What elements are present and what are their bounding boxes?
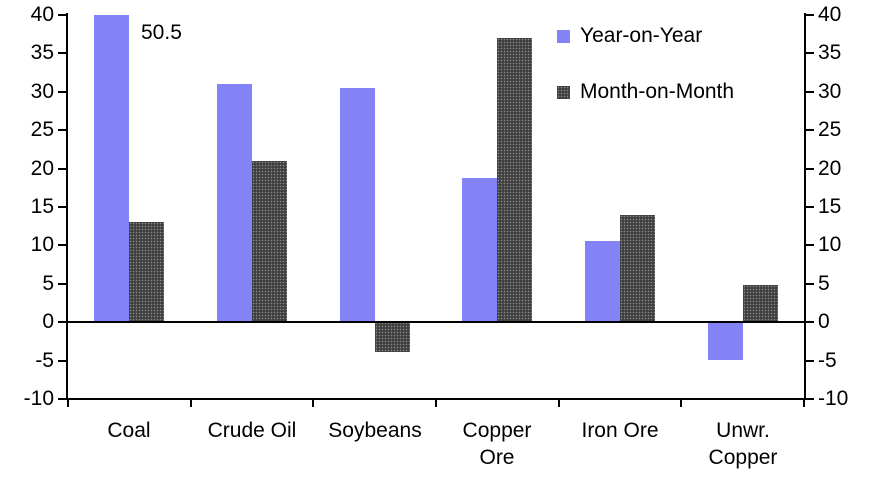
x-axis-tick <box>803 400 805 407</box>
y-axis-left-tick <box>58 168 66 170</box>
zero-line <box>68 321 804 323</box>
y-axis-right-tick <box>806 360 814 362</box>
y-axis-left-label: -10 <box>23 387 54 410</box>
legend-swatch-month-on-month-icon <box>557 85 570 99</box>
y-axis-right-tick <box>806 206 814 208</box>
y-axis-left-tick <box>58 206 66 208</box>
bar-month-on-month-4 <box>620 215 655 322</box>
legend-label-month-on-month: Month-on-Month <box>580 80 735 103</box>
y-axis-left-label: 15 <box>30 195 54 218</box>
bar-month-on-month-5 <box>743 285 778 322</box>
y-axis-right-label: 0 <box>818 310 830 333</box>
bar-month-on-month-1 <box>252 161 287 322</box>
bar-year-on-year-5 <box>708 322 743 360</box>
bar-year-on-year-1 <box>217 84 252 322</box>
y-axis-right-tick <box>806 283 814 285</box>
y-axis-right-label: 20 <box>818 157 842 180</box>
y-axis-left-tick <box>58 321 66 323</box>
x-axis <box>66 398 806 400</box>
y-axis-left-tick <box>58 360 66 362</box>
y-axis-left-tick <box>58 14 66 16</box>
y-axis-right-tick <box>806 91 814 93</box>
y-axis-right-label: 35 <box>818 41 842 64</box>
y-axis-left-tick <box>58 398 66 400</box>
x-axis-tick <box>67 400 69 407</box>
bar-year-on-year-4 <box>585 241 620 322</box>
category-label-5: Unwr. Copper <box>708 419 778 469</box>
bar-month-on-month-2 <box>375 322 410 352</box>
y-axis-right-label: 10 <box>818 233 842 256</box>
legend-item-month-on-month: Month-on-Month <box>557 80 734 104</box>
y-axis-left-label: 35 <box>30 41 54 64</box>
y-axis-left-tick <box>58 129 66 131</box>
clipped-bar-value-label: 50.5 <box>141 21 182 44</box>
y-axis-right-label: 15 <box>818 195 842 218</box>
y-axis-left-label: 5 <box>42 272 54 295</box>
y-axis-left-tick <box>58 91 66 93</box>
bar-year-on-year-0 <box>94 15 129 322</box>
y-axis-right-tick <box>806 244 814 246</box>
category-label-2: Soybeans <box>328 419 422 442</box>
y-axis-right-label: -10 <box>818 387 849 410</box>
y-axis-right-label: -5 <box>818 349 837 372</box>
y-axis-left-tick <box>58 244 66 246</box>
x-axis-tick <box>190 400 192 407</box>
y-axis-left-label: 25 <box>30 118 54 141</box>
bar-year-on-year-3 <box>462 178 497 322</box>
bar-year-on-year-2 <box>340 88 375 322</box>
y-axis-left <box>66 13 68 400</box>
x-axis-tick <box>680 400 682 407</box>
y-axis-right-tick <box>806 52 814 54</box>
x-axis-tick <box>435 400 437 407</box>
legend-item-year-on-year: Year-on-Year <box>557 24 734 48</box>
legend: Year-on-Year Month-on-Month <box>557 24 734 136</box>
y-axis-right-tick <box>806 321 814 323</box>
y-axis-left-tick <box>58 52 66 54</box>
y-axis-left-label: 10 <box>30 233 54 256</box>
y-axis-right-label: 30 <box>818 80 842 103</box>
bar-month-on-month-0 <box>129 222 164 322</box>
y-axis-right-label: 40 <box>818 3 842 26</box>
y-axis-right-tick <box>806 14 814 16</box>
y-axis-right-tick <box>806 168 814 170</box>
y-axis-right-tick <box>806 398 814 400</box>
category-label-0: Coal <box>107 419 151 442</box>
y-axis-left-label: 40 <box>30 3 54 26</box>
y-axis-left-label: 20 <box>30 157 54 180</box>
category-label-4: Iron Ore <box>581 419 659 442</box>
category-label-1: Crude Oil <box>207 419 297 442</box>
x-axis-tick <box>312 400 314 407</box>
y-axis-right-label: 25 <box>818 118 842 141</box>
y-axis-right-tick <box>806 129 814 131</box>
legend-swatch-year-on-year-icon <box>557 29 570 43</box>
bar-month-on-month-3 <box>497 38 532 322</box>
y-axis-left-label: 30 <box>30 80 54 103</box>
y-axis-left-tick <box>58 283 66 285</box>
y-axis-left-label: -5 <box>35 349 54 372</box>
y-axis-right <box>804 13 806 400</box>
y-axis-right-label: 5 <box>818 272 830 295</box>
y-axis-left-label: 0 <box>42 310 54 333</box>
x-axis-tick <box>558 400 560 407</box>
legend-label-year-on-year: Year-on-Year <box>580 24 703 47</box>
category-label-3: Copper Ore <box>462 419 532 469</box>
